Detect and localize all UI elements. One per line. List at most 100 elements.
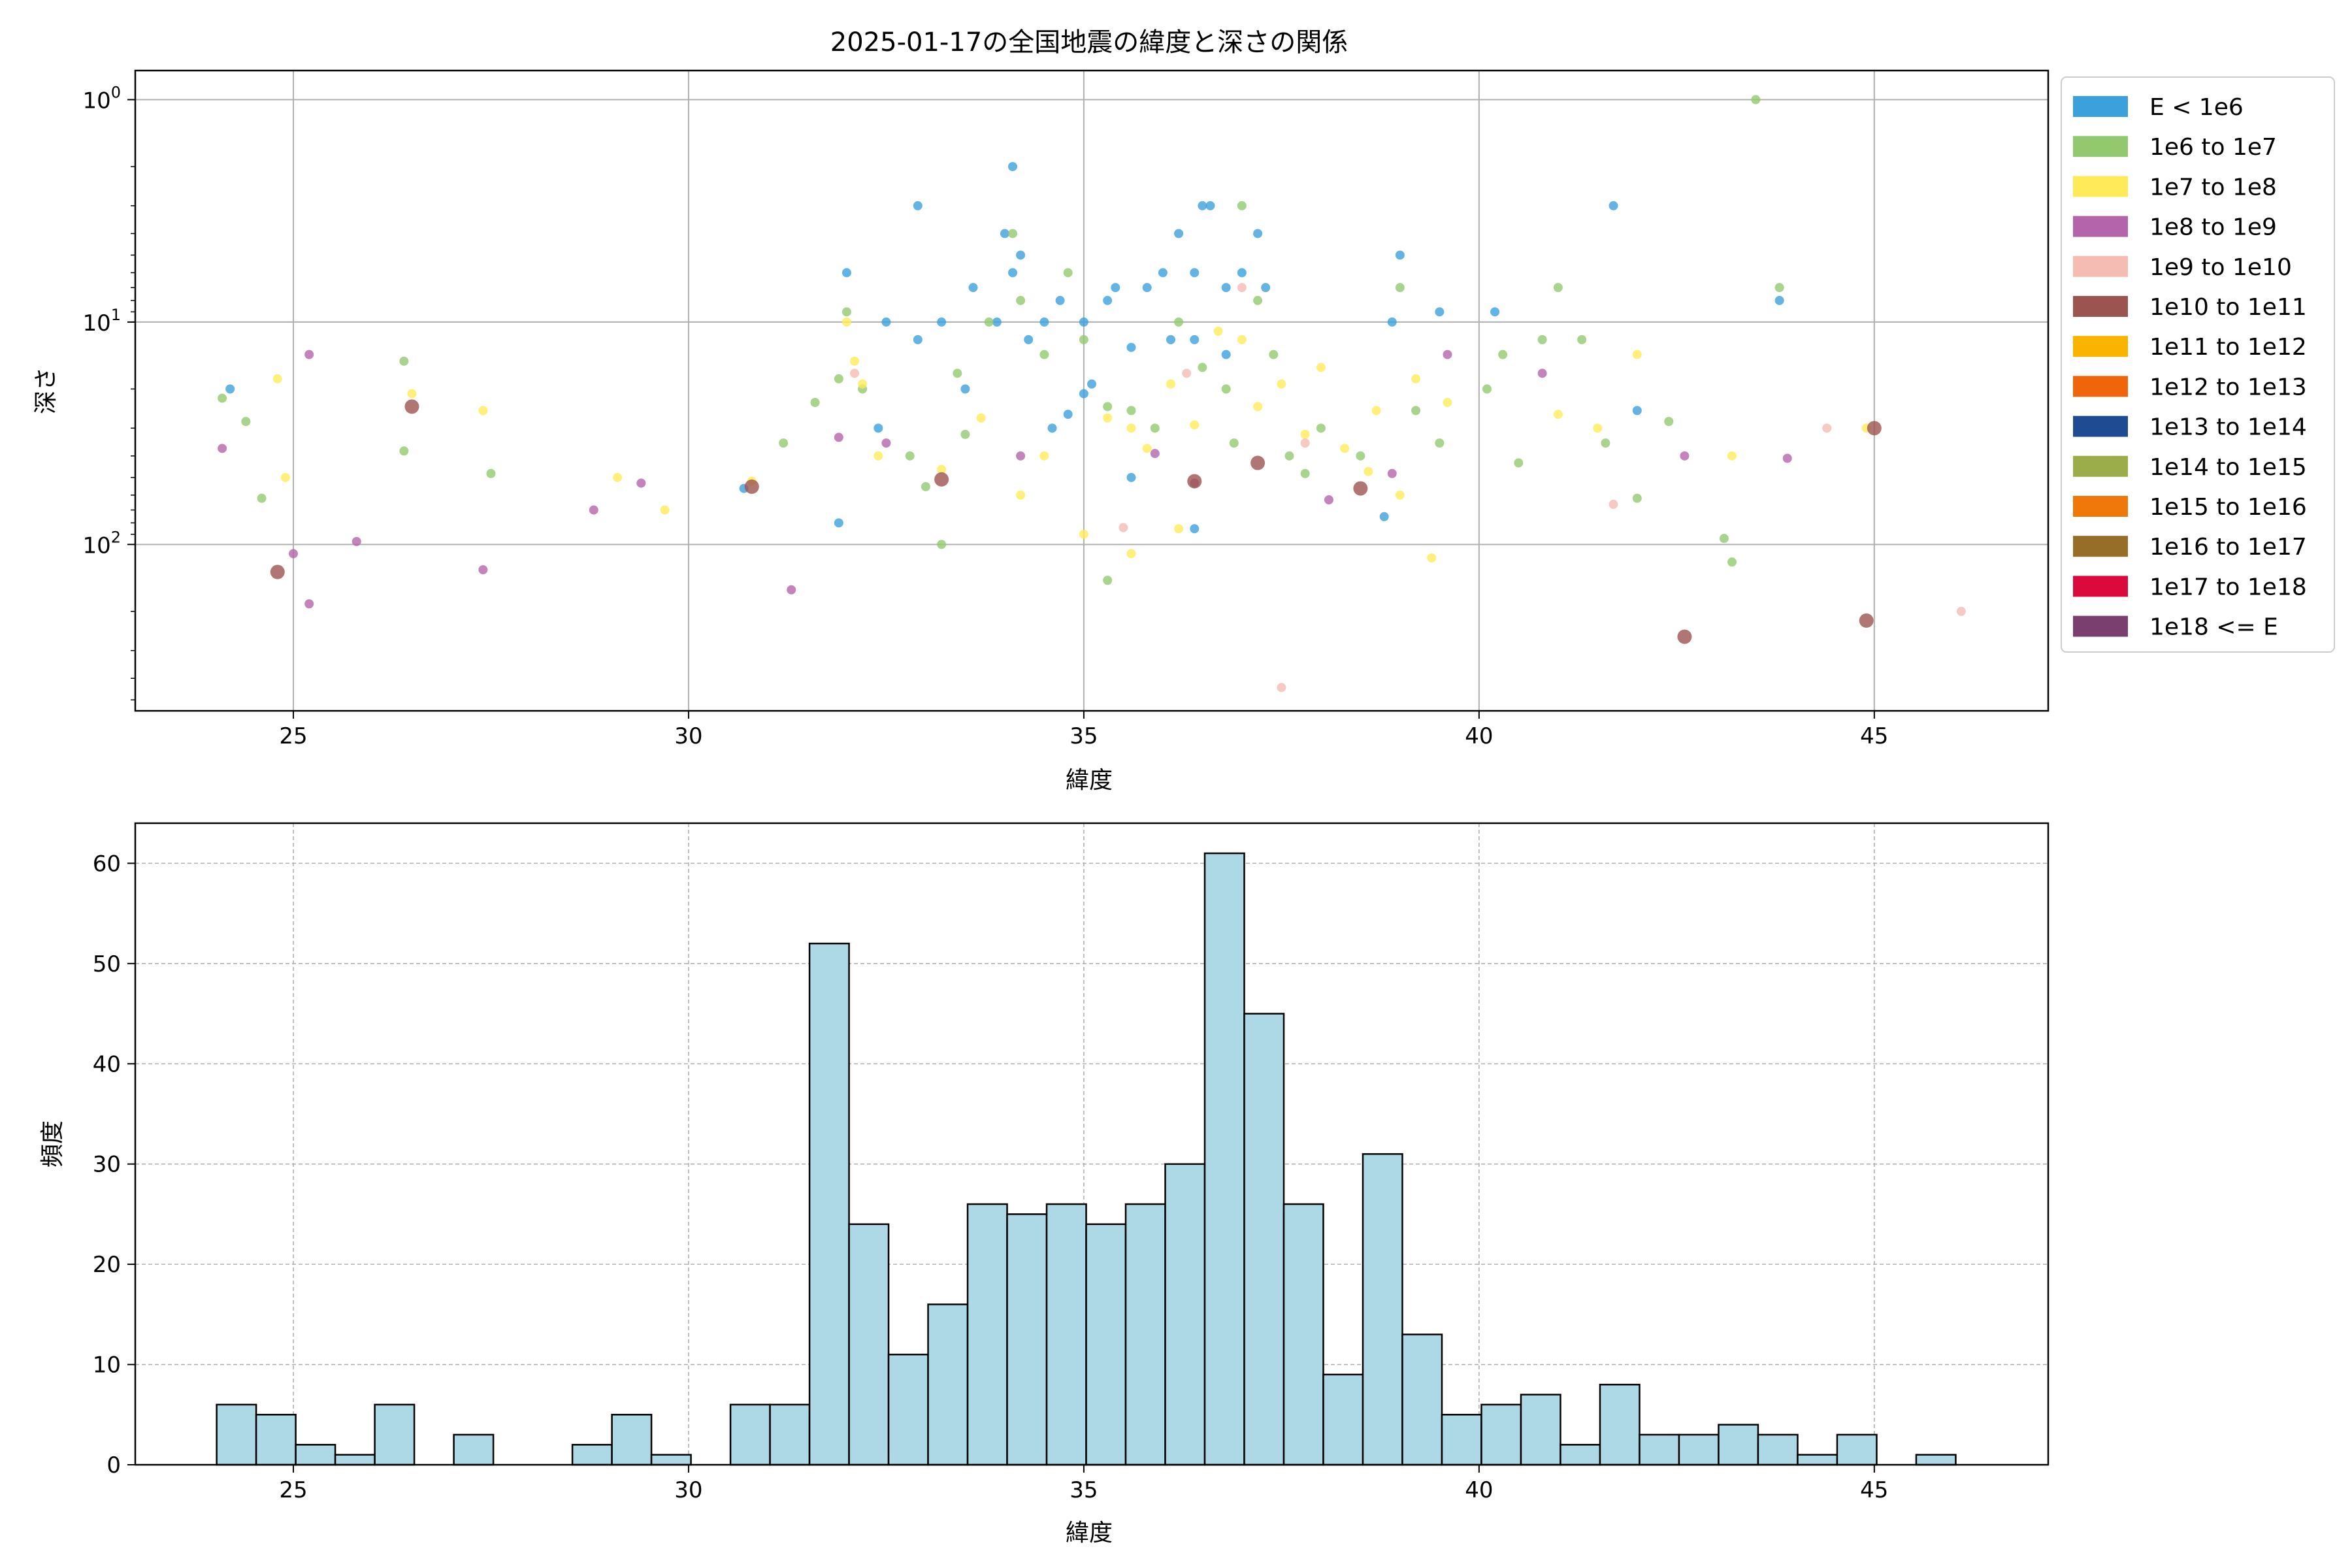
legend-label: 1e16 to 1e17 [2149,534,2307,561]
histogram-bar [571,1444,613,1466]
scatter-point [921,482,930,491]
scatter-point [960,384,970,394]
scatter-point [1079,389,1088,399]
histogram-bar [1401,1333,1443,1466]
legend-swatch [2073,455,2128,477]
histogram-y-tick-label: 0 [106,1452,121,1478]
scatter-x-tick-label: 35 [1070,723,1098,749]
scatter-x-tick-label: 25 [279,723,307,749]
scatter-point [399,356,409,366]
histogram-y-label: 頻度 [39,1120,66,1168]
scatter-point [1316,363,1326,372]
scatter-point [1079,335,1088,344]
legend-swatch [2073,615,2128,637]
scatter-point [1055,295,1065,305]
scatter-point [810,398,820,408]
scatter-point [1221,384,1231,394]
scatter-point [1593,423,1603,433]
legend-swatch [2073,576,2128,597]
histogram-bar [374,1403,416,1466]
histogram-bar [1915,1454,1957,1466]
scatter-point [1221,350,1231,359]
histogram-bar [1243,1013,1285,1466]
scatter-point [841,317,851,327]
scatter-point [1213,327,1223,336]
scatter-point [1187,474,1202,489]
scatter-point [1016,295,1026,305]
scatter-point [1174,229,1184,238]
scatter-point [1395,490,1405,500]
scatter-point [744,479,759,494]
scatter-point [1079,529,1088,539]
scatter-point [1016,250,1026,260]
histogram-bar [295,1444,336,1466]
scatter-point [841,307,851,317]
scatter-point [881,317,891,327]
histogram-bar [1757,1433,1799,1466]
scatter-point [905,451,915,461]
scatter-point [968,283,978,293]
scatter-point [1079,317,1088,327]
scatter-point [225,384,235,394]
scatter-point [1190,420,1200,430]
histogram-bar [1322,1373,1364,1466]
scatter-y-tick-label: 101 [82,306,121,336]
legend-swatch [2073,416,2128,437]
legend-items: E < 1e6 1e6 to 1e7 1e7 to 1e8 1e8 to 1e9 1e9… [2073,94,2307,641]
scatter-point [486,468,496,478]
histogram-bar [729,1403,771,1466]
scatter-axes-frame [134,69,2050,712]
scatter-point [1727,557,1737,567]
scatter-point [1395,250,1405,260]
scatter-y-label: 深さ [33,367,59,414]
histogram-x-tick-label: 35 [1070,1477,1098,1503]
scatter-point [1443,350,1452,359]
scatter-point [1677,629,1692,644]
legend-swatch [2073,496,2128,517]
legend-label: 1e7 to 1e8 [2149,174,2277,201]
scatter-point [841,268,851,278]
legend-swatch [2073,536,2128,557]
scatter-point [834,433,843,442]
scatter-point [589,505,598,515]
scatter-point [1387,317,1397,327]
legend-label: 1e15 to 1e16 [2149,494,2307,521]
scatter-point [613,472,623,482]
scatter-point [1379,512,1389,521]
scatter-point [241,417,251,427]
scatter-y-ticks: 100 101 102 [82,84,135,700]
histogram-bar [1164,1163,1206,1466]
scatter-point [934,472,949,487]
histogram-y-tick-label: 60 [93,851,121,877]
scatter-point [1016,490,1026,500]
legend-label: 1e10 to 1e11 [2149,294,2307,321]
histogram-bar [1085,1223,1127,1466]
scatter-point [1198,201,1207,210]
scatter-x-label: 緯度 [1066,767,1113,794]
scatter-panel: 2025-01-17の全国地震の緯度と深さの関係 25 30 35 40 45 1001… [33,27,2050,794]
scatter-point [1229,438,1239,448]
scatter-point [1727,451,1737,461]
scatter-point [1237,268,1247,278]
scatter-point [1103,295,1113,305]
scatter-point [1601,438,1610,448]
scatter-point [1205,201,1215,210]
histogram-y-ticks: 0 10 20 30 40 50 60 [93,851,135,1478]
scatter-point [1364,466,1373,476]
scatter-point [1490,307,1500,317]
scatter-point [272,374,282,384]
legend-frame [2061,76,2335,653]
histogram-bar [1006,1213,1048,1466]
scatter-point [257,493,267,503]
histogram-bar [334,1454,376,1466]
histogram-bar [1599,1384,1641,1466]
scatter-point [1237,201,1247,210]
scatter-point [1443,398,1452,408]
scatter-point [1126,342,1136,352]
scatter-point [1126,472,1136,482]
scatter-point [1174,317,1184,327]
scatter-point [874,423,883,433]
scatter-point [976,413,986,423]
histogram-y-tick-label: 50 [93,951,121,977]
